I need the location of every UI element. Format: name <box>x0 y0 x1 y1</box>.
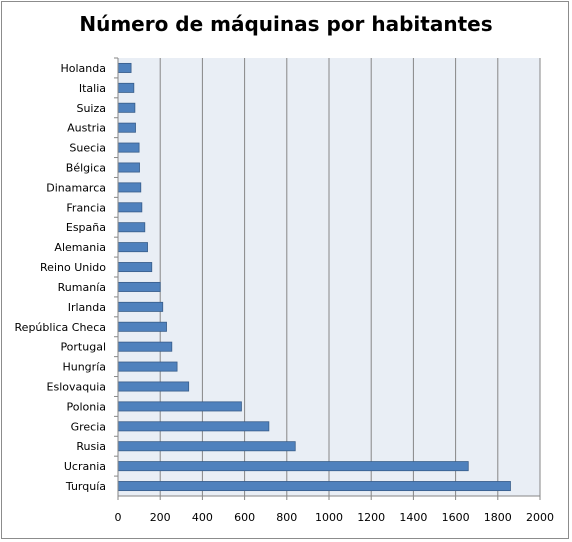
y-tick-label: República Checa <box>15 321 106 334</box>
bar-rusia <box>117 441 296 452</box>
y-tick-label: Austria <box>67 122 106 135</box>
bar-turquía <box>117 481 511 492</box>
bar-hungría <box>117 361 178 372</box>
bar-suecia <box>117 142 140 153</box>
y-tick-label: Turquía <box>65 480 106 493</box>
x-tick-label: 2000 <box>526 511 554 524</box>
y-tick-label: Suiza <box>76 102 106 115</box>
bar-españa <box>117 222 146 233</box>
bar-francia <box>117 202 143 213</box>
bar-bélgica <box>117 162 140 173</box>
bar-ucrania <box>117 461 469 472</box>
x-tick-label: 200 <box>150 511 171 524</box>
bar-rumanía <box>117 281 161 292</box>
bar-polonia <box>117 401 242 412</box>
x-tick-label: 1000 <box>315 511 343 524</box>
bar-alemania <box>117 242 148 253</box>
y-tick-label: Eslovaquia <box>47 381 106 394</box>
bar-italia <box>117 82 135 93</box>
y-tick-label: Reino Unido <box>40 261 106 274</box>
y-tick-label: Italia <box>79 82 106 95</box>
y-tick-label: Holanda <box>61 62 107 75</box>
x-tick-label: 600 <box>234 511 255 524</box>
y-tick-label: Dinamarca <box>46 181 106 194</box>
bar-irlanda <box>117 301 164 312</box>
y-tick-label: Hungría <box>62 361 106 374</box>
y-tick-label: Irlanda <box>68 301 106 314</box>
y-tick-label: Suecia <box>69 142 106 155</box>
y-tick-label: Portugal <box>60 341 106 354</box>
bar-portugal <box>117 341 173 352</box>
y-tick-label: Rumanía <box>58 281 106 294</box>
gridlines <box>114 57 541 500</box>
y-tick-label: Ucrania <box>64 460 106 473</box>
bar-holanda <box>117 62 132 73</box>
bar-suiza <box>117 102 136 113</box>
y-tick-label: España <box>66 221 106 234</box>
y-tick-label: Rusia <box>76 440 106 453</box>
y-tick-label: Bélgica <box>66 162 106 175</box>
y-tick-label: Francia <box>66 201 106 214</box>
y-tick-label: Polonia <box>66 400 106 413</box>
bar-austria <box>117 122 136 133</box>
bar-grecia <box>117 421 270 432</box>
x-tick-label: 400 <box>192 511 213 524</box>
x-tick-label: 1400 <box>399 511 427 524</box>
x-tick-label: 800 <box>276 511 297 524</box>
chart-title: Número de máquinas por habitantes <box>79 12 493 36</box>
bars <box>117 62 511 492</box>
y-tick-label: Grecia <box>71 420 106 433</box>
bar-dinamarca <box>117 182 142 193</box>
x-tick-label: 0 <box>115 511 122 524</box>
x-tick-label: 1800 <box>484 511 512 524</box>
bar-reino-unido <box>117 262 153 273</box>
y-tick-labels: Holanda Italia Suiza Austria Suecia Bélgica Di… <box>15 62 107 493</box>
bar-eslovaquia <box>117 381 190 392</box>
x-tick-label: 1600 <box>442 511 470 524</box>
y-tick-label: Alemania <box>54 241 106 254</box>
x-tick-labels: 0 200 400 600 800 1000 1200 1400 1600 1800 2000 <box>115 511 555 524</box>
x-tick-label: 1200 <box>357 511 385 524</box>
bar-república-checa <box>117 321 167 332</box>
